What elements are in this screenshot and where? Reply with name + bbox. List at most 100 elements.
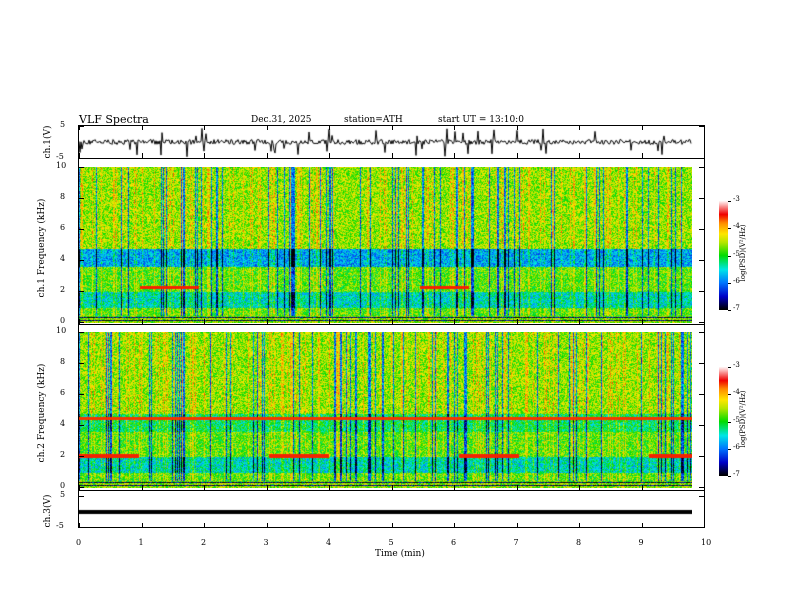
x-tick [704,125,705,130]
start-time-label: start UT = 13:10:0 [438,115,524,125]
x-tick [79,125,80,130]
y-tick [79,363,84,364]
x-tick [329,153,330,158]
colorbar-tick [728,201,731,202]
x-tick-label: 4 [326,538,332,547]
y-tick [699,332,704,333]
x-tick [454,485,455,490]
ch2-spectrogram [79,332,692,488]
colorbar-tick-label: -5 [733,249,740,258]
x-tick [204,485,205,490]
colorbar-tick-label: -7 [733,304,740,312]
y-tick [699,229,704,230]
y-tick [699,527,704,528]
ch1-freq-ylabel: ch.1 Frequency (kHz) [37,198,47,298]
y-tick [699,394,704,395]
y-tick [79,527,84,528]
x-tick [329,485,330,490]
x-tick [641,319,643,324]
x-tick [204,523,205,528]
x-tick [266,485,268,490]
y-tick [79,167,84,168]
x-tick [391,523,393,528]
x-tick [704,523,705,528]
y-tick [79,158,84,159]
divider [78,324,705,325]
station-label: station=ATH [344,115,403,125]
ch3-ylabel: ch.3(V) [43,494,53,528]
colorbar-tick-label: -5 [733,415,740,424]
x-tick [79,153,80,158]
x-axis-label: Time (min) [375,549,425,559]
x-tick-label: 7 [513,538,519,547]
x-tick [454,153,455,158]
colorbar-tick [728,394,731,396]
y-tick [79,322,84,323]
colorbar-tick [728,228,731,230]
y-tick-label: 6 [60,223,66,232]
x-tick [516,125,518,130]
ch1-spectrogram [79,167,692,323]
x-tick-label: 5 [388,538,394,547]
y-tick [79,229,84,230]
x-tick-label: 3 [263,538,269,547]
y-tick-label: 5 [60,490,66,499]
x-tick [579,523,580,528]
x-tick [641,523,643,528]
x-tick [454,125,455,130]
colorbar-tick-label: -3 [733,361,740,369]
ch1-ylabel: ch.1(V) [43,125,53,159]
colorbar-tick-label: -7 [733,470,740,478]
y-tick-label: 4 [60,254,66,263]
divider [78,158,705,159]
y-tick [699,167,704,168]
y-tick [699,496,704,497]
y-tick [79,394,84,395]
y-tick [699,126,704,127]
colorbar-tick-label: -6 [733,276,740,285]
y-tick-label: 8 [60,192,66,201]
x-tick [579,153,580,158]
y-tick [79,487,84,488]
x-tick [516,523,518,528]
x-tick [329,125,330,130]
x-tick [641,125,643,130]
x-tick-label: 10 [701,538,712,547]
ch2-colorbar-label: log(PSD)(V²/Hz) [739,390,747,448]
ch3-waveform-plot [79,496,692,528]
x-tick [204,125,205,130]
x-tick [704,153,705,158]
colorbar-tick [728,476,731,477]
x-tick [266,319,268,324]
x-tick-label: 2 [201,538,207,547]
x-tick [579,485,580,490]
x-tick [391,153,393,158]
x-tick [704,319,705,324]
y-tick [79,198,84,199]
x-tick [704,485,705,490]
colorbar-tick [728,282,731,284]
x-tick [204,319,205,324]
y-tick [699,158,704,159]
x-tick [579,125,580,130]
ch1-waveform-plot [79,126,704,158]
x-tick [141,319,143,324]
y-tick-label: 8 [60,357,66,366]
y-tick [699,322,704,323]
y-tick-label: -5 [56,152,64,161]
y-tick [699,456,704,457]
y-tick-label: 0 [60,481,66,490]
y-tick-label: 5 [60,120,66,129]
x-tick-label: 6 [451,538,457,547]
x-tick [454,523,455,528]
ch2-freq-ylabel: ch.2 Frequency (kHz) [37,363,47,463]
x-tick [641,485,643,490]
y-tick [79,332,84,333]
x-tick-label: 0 [76,538,82,547]
colorbar-tick-label: -6 [733,442,740,451]
ch1-colorbar-label: log(PSD)(V²/Hz) [739,224,747,282]
y-tick-label: 10 [56,326,67,335]
x-tick [79,319,80,324]
x-tick [266,125,268,130]
